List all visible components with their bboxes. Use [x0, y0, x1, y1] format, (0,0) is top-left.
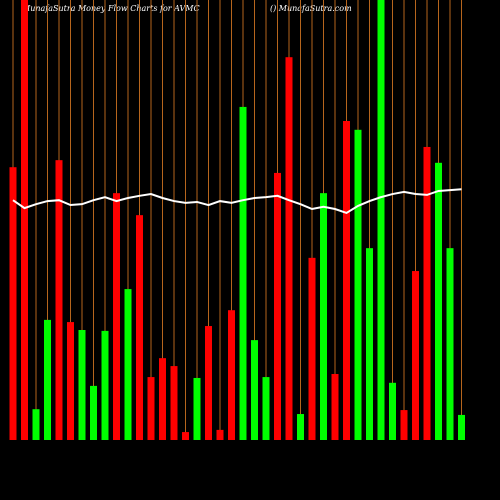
bar [136, 215, 143, 440]
bar [55, 160, 63, 440]
bar [251, 340, 258, 440]
money-flow-line [12, 188, 462, 215]
bar [113, 193, 120, 440]
bar [274, 172, 281, 441]
chart-subtitle: () MunafaSutra.com [270, 4, 352, 13]
bar [101, 330, 109, 440]
bar [21, 0, 28, 440]
bar [308, 257, 316, 440]
bar [377, 0, 385, 440]
bar [343, 121, 350, 440]
bar [262, 377, 270, 440]
bar [285, 57, 293, 440]
bar [320, 193, 327, 440]
bar [193, 377, 201, 440]
bar [458, 414, 465, 440]
bar [366, 248, 373, 440]
bar [297, 414, 304, 440]
bar [124, 289, 132, 440]
bar [400, 410, 408, 440]
bar [435, 162, 442, 441]
bar [44, 319, 51, 440]
bar [32, 409, 40, 440]
chart-title: MunafaSutra Money Flow Charts for AVMC [21, 4, 200, 13]
bar [412, 271, 419, 440]
bar [389, 382, 396, 440]
bar [78, 330, 86, 440]
bar [423, 146, 431, 440]
bar [159, 358, 166, 440]
bar [147, 377, 155, 440]
bar [446, 248, 454, 440]
bar [67, 322, 74, 440]
bar [228, 310, 235, 440]
bar [170, 366, 178, 440]
bar [239, 106, 247, 441]
bar [182, 432, 189, 440]
bar [9, 167, 17, 440]
bar [205, 326, 212, 440]
bar [216, 429, 224, 440]
bar [90, 385, 97, 440]
bar [331, 374, 339, 440]
bar [354, 129, 362, 441]
